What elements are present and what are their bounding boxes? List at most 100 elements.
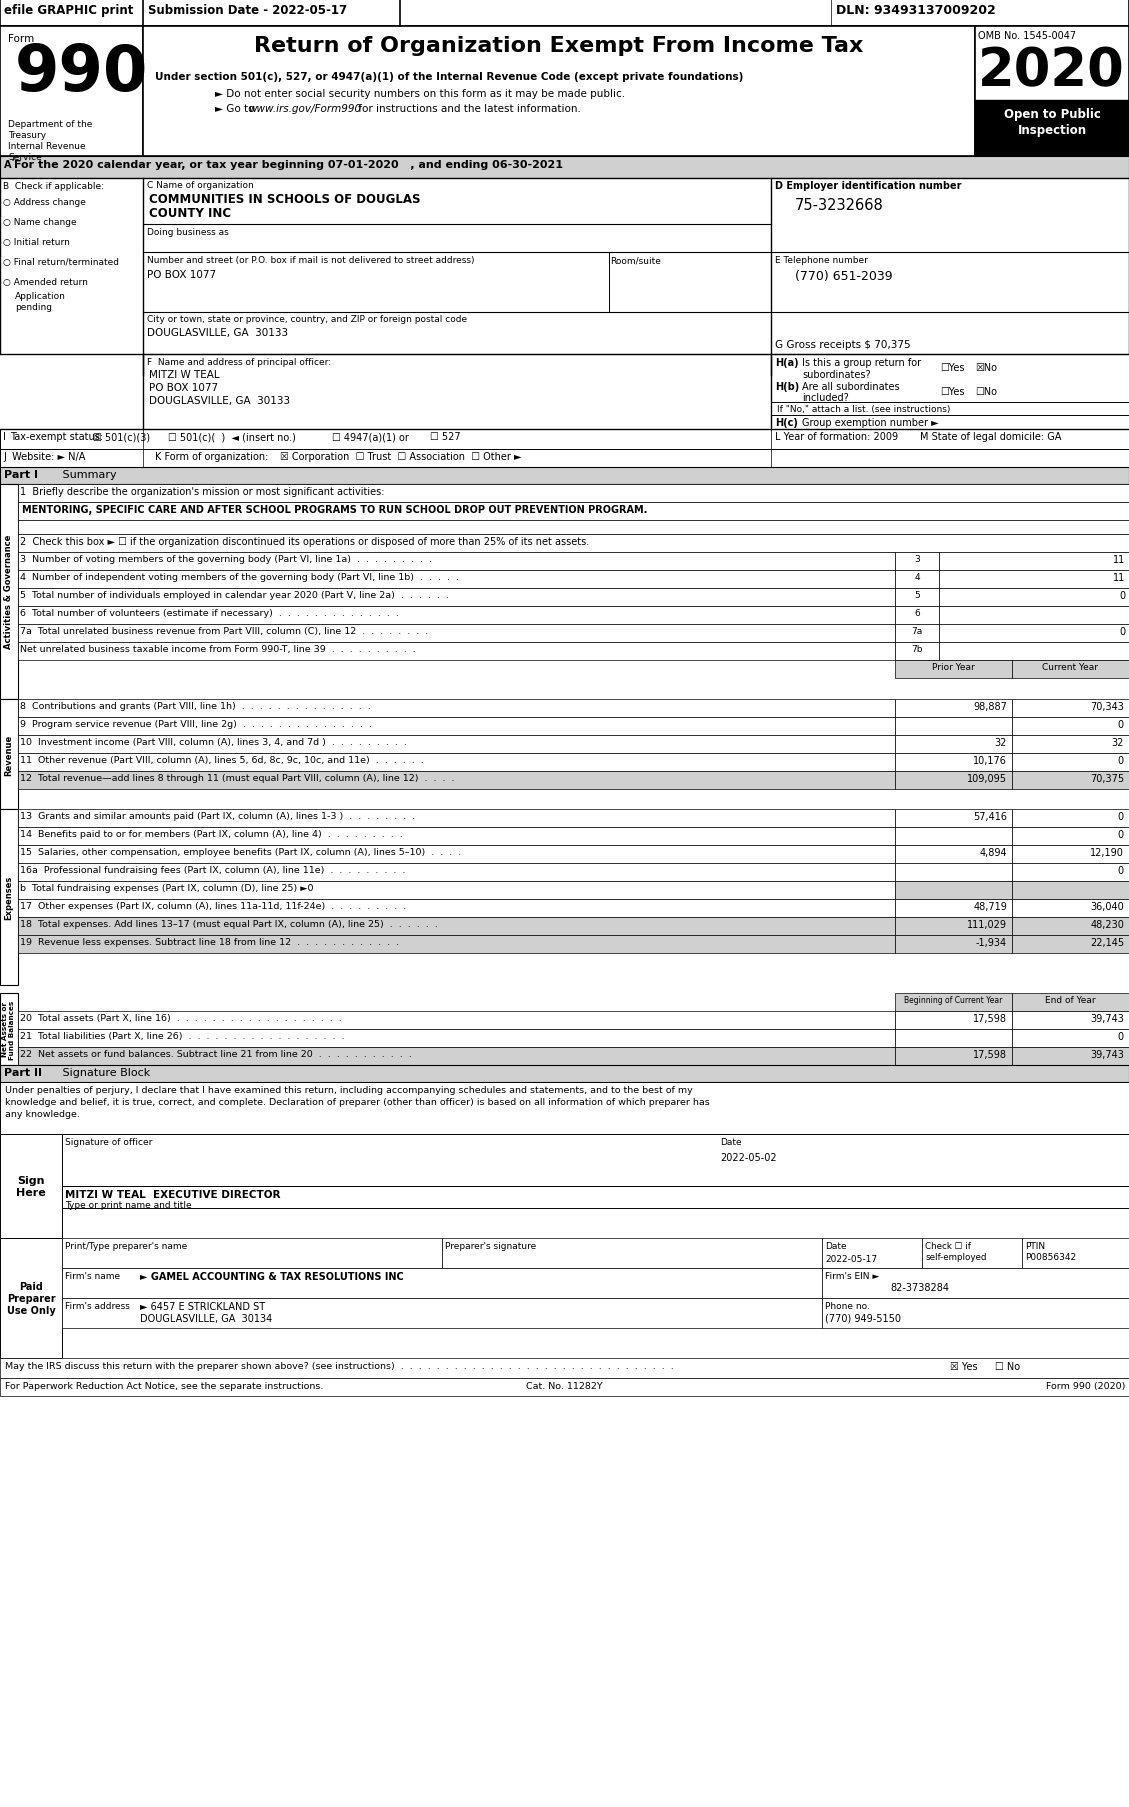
Bar: [1012, 994, 1129, 1012]
Text: 111,029: 111,029: [968, 920, 1007, 929]
Text: 17  Other expenses (Part IX, column (A), lines 11a-11d, 11f-24e)  .  .  .  .  . : 17 Other expenses (Part IX, column (A), …: [20, 902, 406, 911]
Bar: [18, 864, 895, 882]
Bar: [0, 1082, 1129, 1135]
Text: Open to Public: Open to Public: [1004, 108, 1101, 121]
Text: Are all subordinates: Are all subordinates: [802, 381, 900, 392]
Text: 10,176: 10,176: [973, 755, 1007, 766]
Bar: [975, 101, 1129, 157]
Bar: [1012, 882, 1129, 900]
Bar: [0, 1238, 62, 1359]
Text: Firm's address: Firm's address: [65, 1301, 130, 1310]
Text: 14  Benefits paid to or for members (Part IX, column (A), line 4)  .  .  .  .  .: 14 Benefits paid to or for members (Part…: [20, 829, 403, 838]
Text: 12,190: 12,190: [1091, 847, 1124, 858]
Text: for instructions and the latest information.: for instructions and the latest informat…: [355, 105, 581, 114]
Text: (770) 949-5150: (770) 949-5150: [825, 1314, 901, 1323]
Bar: [895, 553, 939, 571]
Text: Submission Date - 2022-05-17: Submission Date - 2022-05-17: [148, 4, 347, 16]
Text: 98,887: 98,887: [973, 701, 1007, 712]
Text: 2020: 2020: [978, 45, 1124, 98]
Text: 70,375: 70,375: [1089, 773, 1124, 784]
Text: Doing business as: Doing business as: [147, 228, 229, 237]
Text: MITZI W TEAL  EXECUTIVE DIRECTOR: MITZI W TEAL EXECUTIVE DIRECTOR: [65, 1189, 280, 1200]
Text: 11  Other revenue (Part VIII, column (A), lines 5, 6d, 8c, 9c, 10c, and 11e)  . : 11 Other revenue (Part VIII, column (A),…: [20, 755, 423, 764]
Bar: [18, 735, 895, 754]
Bar: [975, 27, 1129, 157]
Text: K Form of organization:: K Form of organization:: [155, 452, 269, 463]
Text: 4: 4: [914, 573, 920, 582]
Text: 48,719: 48,719: [973, 902, 1007, 911]
Text: 11: 11: [1113, 573, 1124, 582]
Text: Signature of officer: Signature of officer: [65, 1137, 152, 1146]
Text: 6: 6: [914, 609, 920, 618]
Text: 0: 0: [1118, 719, 1124, 730]
Text: 0: 0: [1119, 627, 1124, 636]
Text: 32: 32: [1112, 737, 1124, 748]
Text: Tax-exempt status:: Tax-exempt status:: [10, 432, 103, 441]
Bar: [18, 484, 1129, 502]
Bar: [18, 699, 895, 717]
Text: ○ Name change: ○ Name change: [3, 219, 77, 228]
Bar: [18, 936, 895, 954]
Bar: [895, 717, 1012, 735]
Text: 7b: 7b: [911, 645, 922, 654]
Text: H(a): H(a): [774, 358, 798, 369]
Text: ☐ 4947(a)(1) or: ☐ 4947(a)(1) or: [332, 432, 409, 441]
Text: 7a: 7a: [911, 627, 922, 636]
Bar: [1012, 1048, 1129, 1066]
Text: Net Assets or
Fund Balances: Net Assets or Fund Balances: [2, 999, 16, 1059]
Bar: [1012, 772, 1129, 790]
Text: Inspection: Inspection: [1017, 125, 1086, 137]
Bar: [18, 754, 895, 772]
Text: ○ Initial return: ○ Initial return: [3, 239, 70, 248]
Text: ☐No: ☐No: [975, 387, 997, 398]
Bar: [18, 553, 895, 571]
Bar: [18, 1030, 895, 1048]
Text: Prior Year: Prior Year: [931, 663, 974, 672]
Bar: [1012, 661, 1129, 679]
Bar: [895, 1012, 1012, 1030]
Bar: [0, 1379, 1129, 1397]
Text: 6  Total number of volunteers (estimate if necessary)  .  .  .  .  .  .  .  .  .: 6 Total number of volunteers (estimate i…: [20, 609, 399, 618]
Text: Preparer's signature: Preparer's signature: [445, 1241, 536, 1250]
Bar: [62, 1297, 822, 1328]
Text: End of Year: End of Year: [1044, 996, 1095, 1005]
Bar: [441, 1238, 822, 1269]
Text: 18  Total expenses. Add lines 13–17 (must equal Part IX, column (A), line 25)  .: 18 Total expenses. Add lines 13–17 (must…: [20, 920, 438, 929]
Text: MENTORING, SPECIFIC CARE AND AFTER SCHOOL PROGRAMS TO RUN SCHOOL DROP OUT PREVEN: MENTORING, SPECIFIC CARE AND AFTER SCHOO…: [21, 504, 647, 515]
Text: 75-3232668: 75-3232668: [795, 199, 884, 213]
Text: DOUGLASVILLE, GA  30134: DOUGLASVILLE, GA 30134: [140, 1314, 272, 1323]
Text: F  Name and address of principal officer:: F Name and address of principal officer:: [147, 358, 331, 367]
Text: For the 2020 calendar year, or tax year beginning 07-01-2020   , and ending 06-3: For the 2020 calendar year, or tax year …: [14, 159, 563, 170]
Bar: [62, 1135, 1129, 1187]
Bar: [939, 553, 1129, 571]
Text: 17,598: 17,598: [973, 1014, 1007, 1023]
Text: ☐Yes: ☐Yes: [940, 363, 964, 372]
Text: Print/Type preparer's name: Print/Type preparer's name: [65, 1241, 187, 1250]
Bar: [0, 1135, 62, 1238]
Bar: [143, 27, 975, 157]
Bar: [922, 1238, 1022, 1269]
Text: D Employer identification number: D Employer identification number: [774, 181, 962, 192]
Bar: [895, 994, 1012, 1012]
Text: self-employed: self-employed: [925, 1252, 987, 1261]
Bar: [18, 643, 895, 661]
Bar: [18, 535, 1129, 553]
Text: Is this a group return for: Is this a group return for: [802, 358, 921, 369]
Bar: [822, 1269, 1129, 1297]
Text: Type or print name and title: Type or print name and title: [65, 1200, 192, 1209]
Text: Under penalties of perjury, I declare that I have examined this return, includin: Under penalties of perjury, I declare th…: [5, 1086, 693, 1095]
Bar: [895, 699, 1012, 717]
Bar: [18, 846, 895, 864]
Bar: [18, 1048, 895, 1066]
Bar: [0, 0, 1129, 27]
Bar: [18, 625, 895, 643]
Text: 39,743: 39,743: [1091, 1050, 1124, 1059]
Text: 13  Grants and similar amounts paid (Part IX, column (A), lines 1-3 )  .  .  .  : 13 Grants and similar amounts paid (Part…: [20, 811, 415, 820]
Text: 57,416: 57,416: [973, 811, 1007, 822]
Bar: [1022, 1238, 1129, 1269]
Bar: [18, 900, 895, 918]
Text: Under section 501(c), 527, or 4947(a)(1) of the Internal Revenue Code (except pr: Under section 501(c), 527, or 4947(a)(1)…: [155, 72, 743, 81]
Text: Date: Date: [825, 1241, 847, 1250]
Bar: [1012, 1012, 1129, 1030]
Bar: [895, 643, 939, 661]
